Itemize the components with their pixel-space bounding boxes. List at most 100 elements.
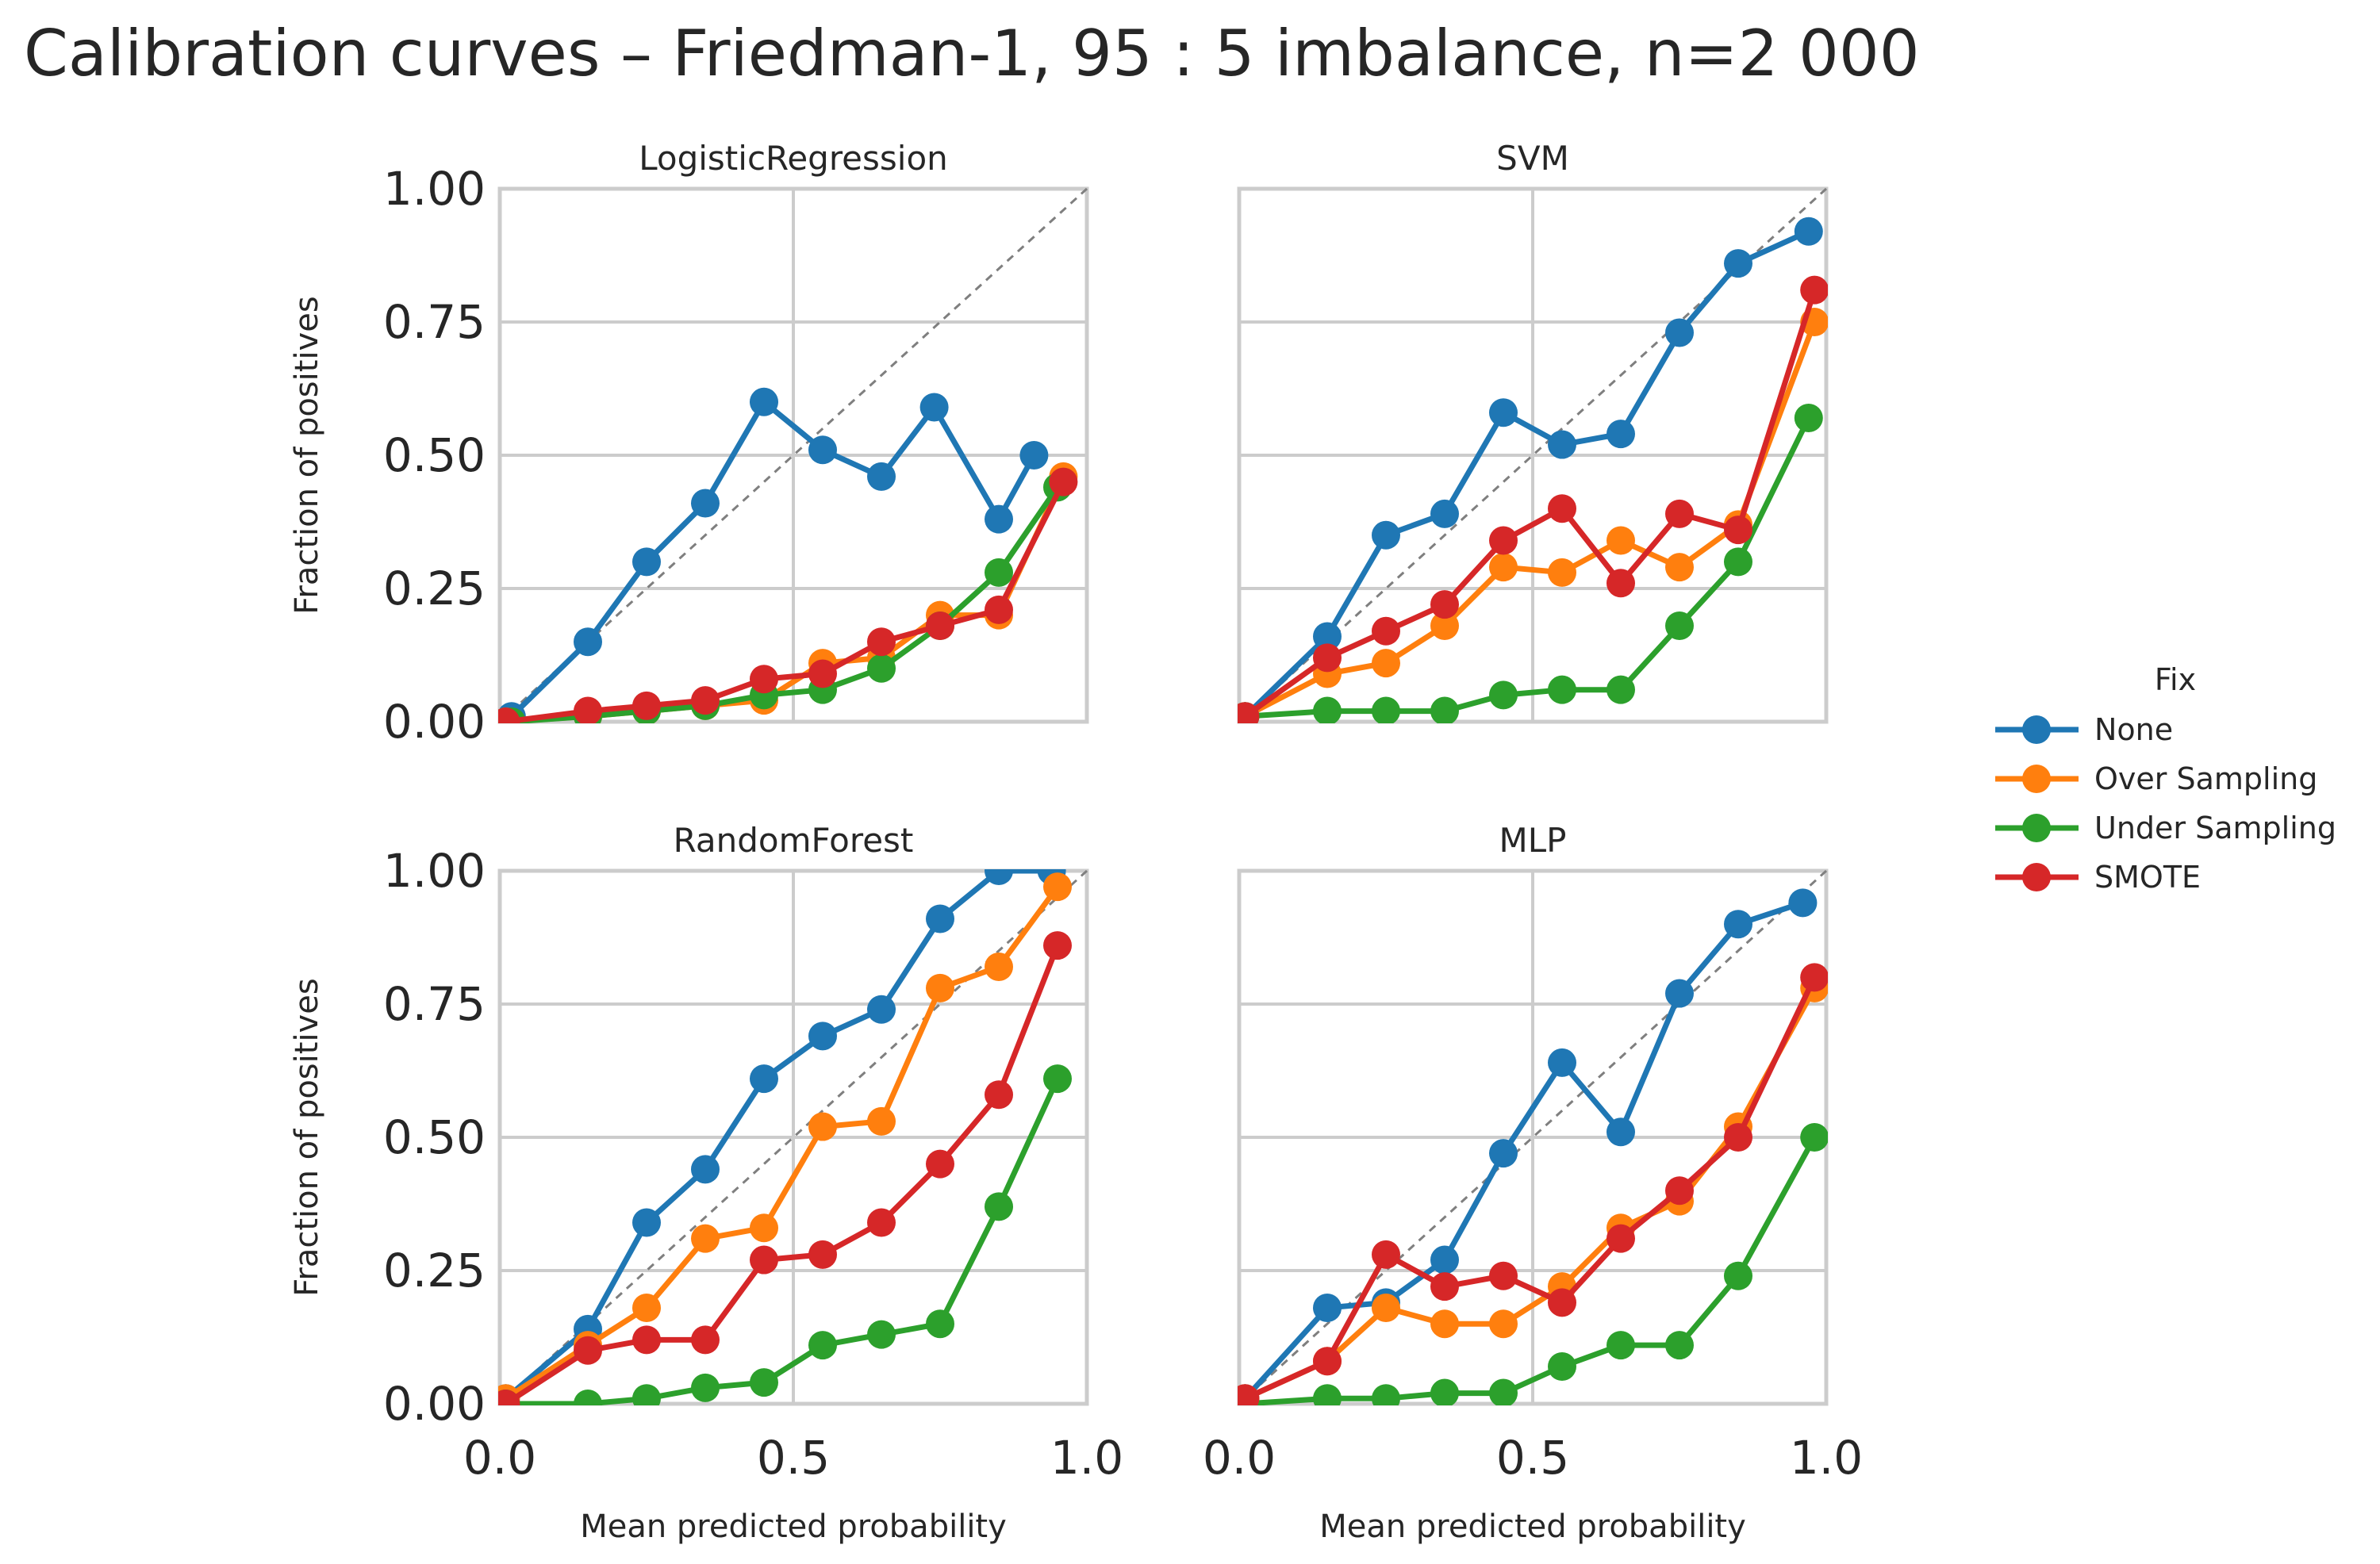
x-axis-label: Mean predicted probability — [580, 1508, 1007, 1545]
data-point-none — [1548, 430, 1576, 459]
data-point-none — [1489, 1139, 1518, 1168]
y-tick-label: 0.50 — [383, 1110, 486, 1164]
panel-logisticregression: LogisticRegression 0.00 0.25 0.50 0.75 1.00 Fr… — [289, 139, 1089, 749]
legend-label: SMOTE — [2094, 860, 2201, 895]
y-tick-label: 0.25 — [383, 1244, 486, 1298]
data-point-smote — [808, 659, 837, 688]
data-point-none — [1019, 441, 1049, 470]
data-point-under-sampling — [1606, 675, 1635, 704]
series-line-over-sampling — [1243, 320, 1818, 719]
data-point-under-sampling — [1548, 675, 1576, 704]
data-point-smote — [498, 707, 520, 723]
data-point-under-sampling — [1043, 1064, 1072, 1094]
data-point-under-sampling — [926, 1309, 954, 1339]
series-group — [1238, 888, 1828, 1405]
y-tick-label: 0.75 — [383, 295, 486, 349]
legend: Fix None Over Sampling Under Sampling SMOTE — [1995, 662, 2336, 895]
data-point-smote — [632, 691, 661, 720]
legend-item: Under Sampling — [1995, 811, 2336, 845]
data-point-under-sampling — [1372, 1384, 1400, 1405]
x-tick-label: 0.5 — [1496, 1431, 1569, 1485]
data-point-smote — [926, 611, 954, 641]
panel-mlp: MLP 0.0 0.5 1.0 Mean predicted probability — [1203, 821, 1863, 1545]
data-point-none — [985, 869, 1013, 885]
data-point-over-sampling — [1606, 526, 1635, 555]
data-point-under-sampling — [1724, 547, 1752, 577]
data-point-smote — [1372, 616, 1400, 646]
data-point-smote — [1548, 1288, 1576, 1317]
y-tick-label: 0.50 — [383, 428, 486, 482]
data-point-none — [1665, 318, 1694, 347]
data-point-smote — [1430, 590, 1459, 619]
data-point-none — [1313, 622, 1342, 651]
y-tick-label: 0.00 — [383, 695, 486, 749]
x-tick-label: 1.0 — [1050, 1431, 1123, 1485]
y-axis-label: Fraction of positives — [289, 296, 325, 614]
data-point-smote — [750, 1245, 778, 1275]
data-point-none — [808, 1022, 837, 1051]
panel-title: LogisticRegression — [639, 139, 948, 178]
data-point-under-sampling — [1794, 403, 1823, 432]
x-tick-label: 0.5 — [757, 1431, 830, 1485]
data-point-over-sampling — [1489, 1309, 1518, 1339]
data-point-none — [691, 1155, 720, 1184]
data-point-none — [1548, 1048, 1576, 1077]
data-point-smote — [867, 627, 896, 657]
data-point-smote — [1238, 1384, 1260, 1405]
data-point-under-sampling — [1430, 696, 1459, 723]
data-point-smote — [1372, 1240, 1400, 1269]
data-point-smote — [632, 1325, 661, 1355]
data-point-over-sampling — [1665, 553, 1694, 582]
series-line-under-sampling — [1245, 1136, 1818, 1405]
data-point-over-sampling — [1548, 558, 1576, 587]
series-line-none — [504, 869, 1052, 1401]
data-point-under-sampling — [1313, 1384, 1342, 1405]
data-point-smote — [985, 1080, 1013, 1110]
panel-title: SVM — [1496, 139, 1569, 178]
panel-title: MLP — [1499, 821, 1567, 860]
series-line-none — [1242, 228, 1810, 719]
subplot-grid: LogisticRegression 0.00 0.25 0.50 0.75 1.00 Fr… — [289, 139, 1863, 1545]
data-point-under-sampling — [1313, 696, 1342, 723]
y-tick-label: 1.00 — [383, 844, 486, 898]
data-point-under-sampling — [1489, 680, 1518, 710]
legend-label: Over Sampling — [2094, 761, 2317, 796]
data-point-none — [1606, 420, 1635, 449]
series-line-over-sampling — [504, 885, 1060, 1401]
y-axis-label: Fraction of positives — [289, 978, 325, 1296]
y-tick-label: 0.25 — [383, 562, 486, 615]
data-point-over-sampling — [1430, 611, 1459, 641]
data-point-smote — [1489, 1261, 1518, 1290]
data-point-none — [1724, 910, 1752, 939]
data-point-under-sampling — [1606, 1331, 1635, 1360]
data-point-over-sampling — [750, 1213, 778, 1243]
x-tick-label: 0.0 — [1203, 1431, 1276, 1485]
data-point-smote — [498, 1390, 520, 1405]
panel-title: RandomForest — [674, 821, 914, 860]
data-point-over-sampling — [985, 952, 1013, 981]
data-point-smote — [1606, 1224, 1635, 1253]
data-point-none — [919, 393, 949, 422]
data-point-smote — [1800, 275, 1828, 305]
data-point-under-sampling — [574, 1390, 602, 1405]
data-point-over-sampling — [1489, 553, 1518, 582]
data-point-smote — [1724, 1123, 1752, 1152]
data-point-over-sampling — [1372, 1294, 1400, 1323]
data-point-smote — [750, 665, 778, 694]
data-point-under-sampling — [691, 1373, 720, 1402]
data-point-under-sampling — [1430, 1378, 1459, 1405]
legend-label: Under Sampling — [2094, 811, 2336, 845]
data-point-over-sampling — [1372, 649, 1400, 678]
legend-swatch-marker — [2022, 715, 2051, 744]
data-point-none — [574, 627, 602, 657]
data-point-none — [867, 995, 896, 1024]
y-tick-label: 1.00 — [383, 162, 486, 216]
data-point-under-sampling — [867, 1320, 896, 1349]
data-point-none — [1665, 979, 1694, 1008]
legend-swatch-marker — [2022, 863, 2051, 891]
data-point-smote — [1548, 494, 1576, 523]
data-point-under-sampling — [808, 1331, 837, 1360]
axes-frame — [497, 868, 1089, 1406]
panel-svm: SVM — [1237, 139, 1829, 724]
